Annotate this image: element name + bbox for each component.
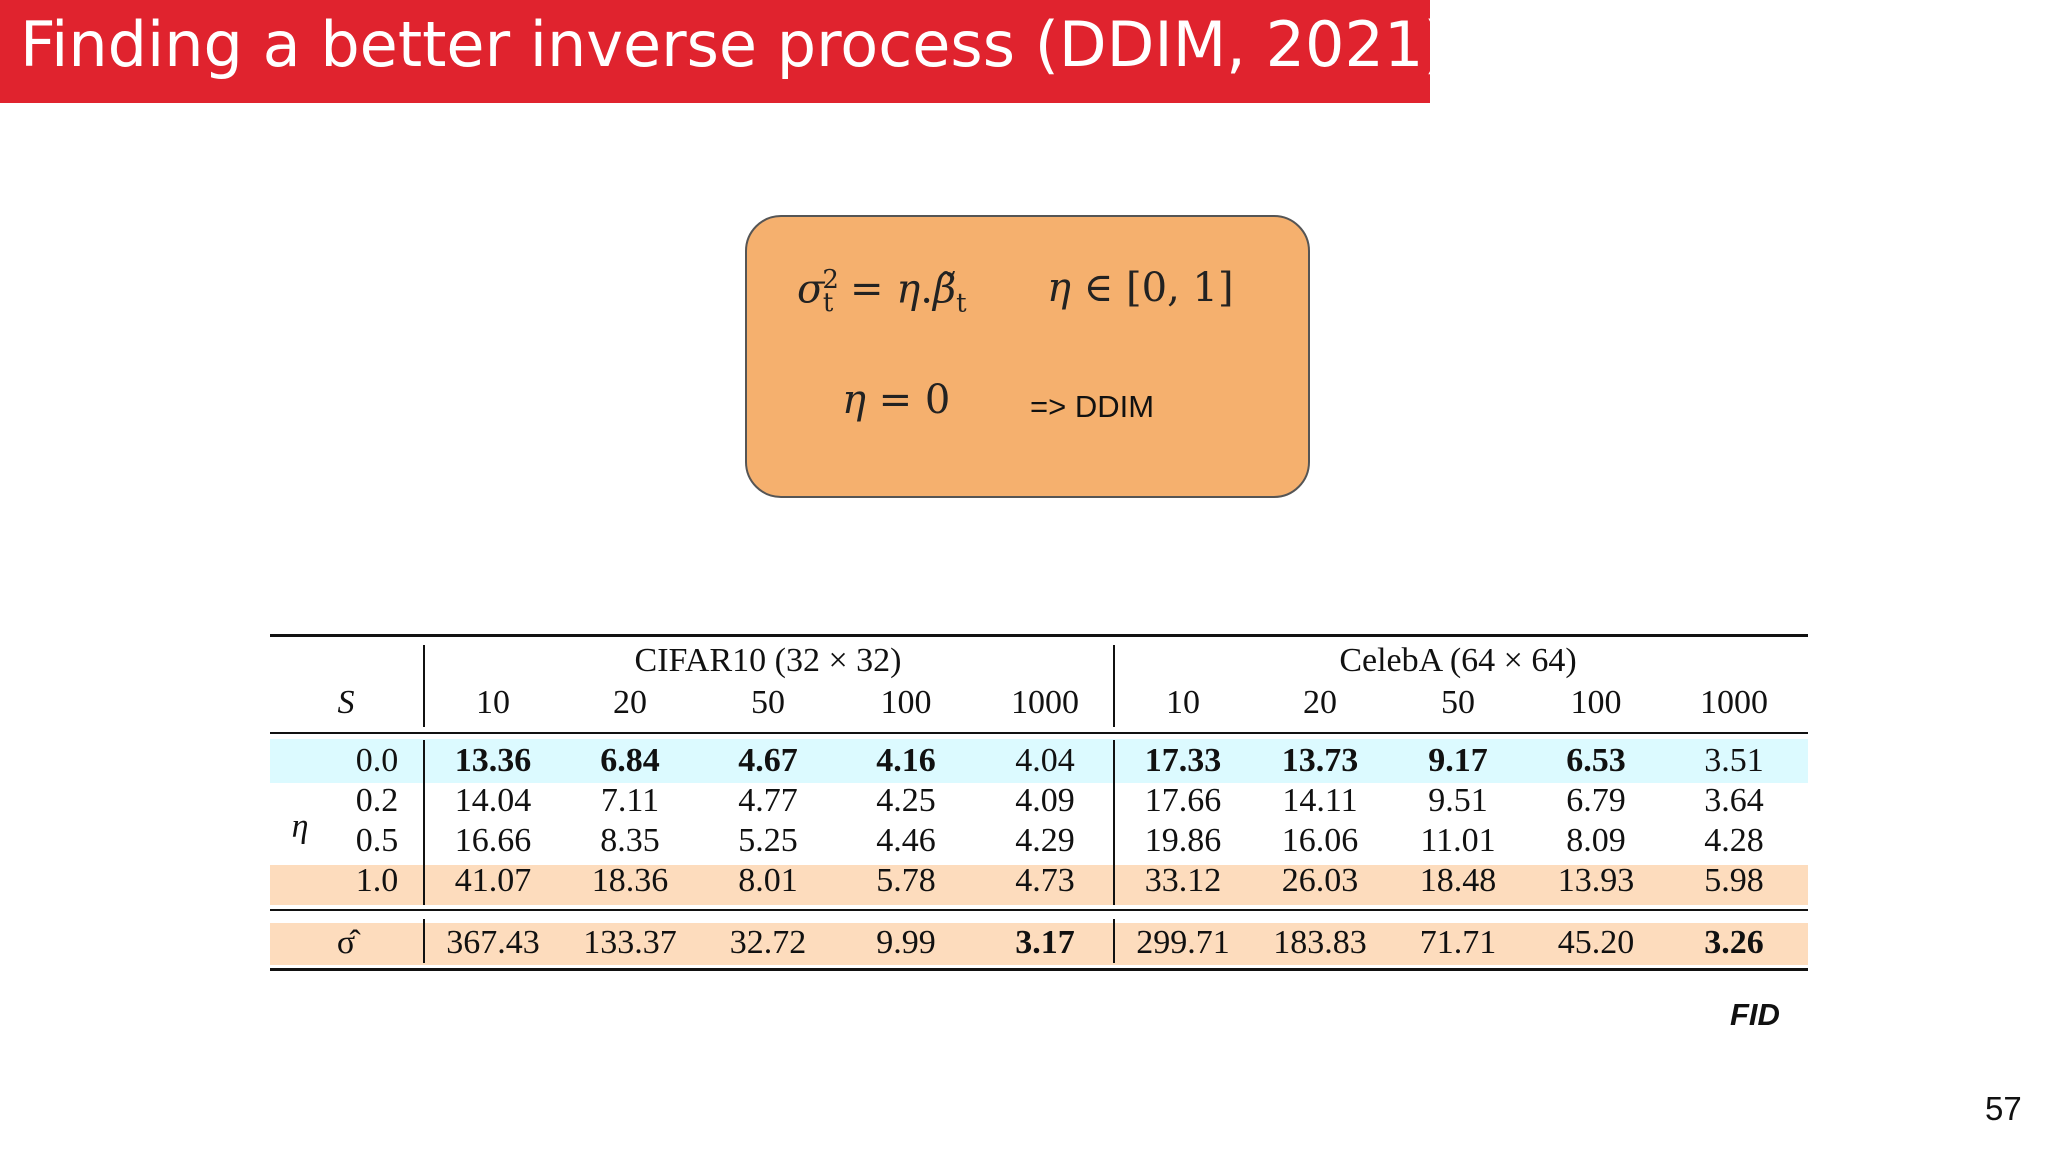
fid-cell: 4.73 [1015, 862, 1075, 899]
fid-cell: 4.16 [876, 742, 936, 779]
fid-cell: 16.66 [454, 822, 532, 859]
fid-cell: 4.67 [738, 742, 798, 779]
equation-box: σ2t = η.β̃t η ∈ [0, 1] η = 0 => DDIM [745, 215, 1310, 498]
eta-zero-equation: η = 0 [842, 377, 951, 423]
group-header-celeba: CelebA (64 × 64) [1339, 642, 1577, 679]
fid-cell: 14.04 [454, 782, 532, 819]
header-divider-left [423, 645, 425, 727]
column-header: 20 [613, 684, 647, 721]
fid-cell: 13.73 [1281, 742, 1359, 779]
fid-cell: 45.20 [1557, 924, 1635, 961]
column-header: 50 [751, 684, 785, 721]
header-divider-mid [1113, 645, 1115, 727]
column-header: 50 [1441, 684, 1475, 721]
fid-cell: 8.09 [1566, 822, 1626, 859]
fid-cell: 8.01 [738, 862, 798, 899]
fid-cell: 5.25 [738, 822, 798, 859]
fid-cell: 4.09 [1015, 782, 1075, 819]
fid-cell: 3.26 [1704, 924, 1764, 961]
fid-cell: 14.11 [1282, 782, 1358, 819]
slide-title: Finding a better inverse process (DDIM, … [20, 8, 1448, 81]
fid-cell: 4.46 [876, 822, 936, 859]
fid-cell: 16.06 [1281, 822, 1359, 859]
ddim-label: => DDIM [1030, 389, 1155, 424]
fid-cell: 11.01 [1420, 822, 1496, 859]
column-header: 1000 [1700, 684, 1768, 721]
fid-cell: 367.43 [446, 924, 540, 961]
table-bottom-rule [270, 968, 1808, 971]
title-bar: Finding a better inverse process (DDIM, … [0, 0, 1448, 103]
fid-cell: 13.93 [1557, 862, 1635, 899]
eta-row-label: η [291, 808, 309, 845]
fid-caption: FID [1730, 997, 1780, 1032]
fid-cell: 6.84 [600, 742, 660, 779]
fid-cell: 3.64 [1704, 782, 1764, 819]
fid-cell: 71.71 [1419, 924, 1497, 961]
sigma-rule-top [270, 909, 1808, 911]
table-top-rule [270, 634, 1808, 637]
fid-cell: 41.07 [454, 862, 532, 899]
column-header: 20 [1303, 684, 1337, 721]
sigma-divider-left [423, 919, 425, 963]
highlight-row-eta-1 [270, 865, 1808, 905]
highlight-row-eta-0 [270, 739, 1808, 783]
sigma-equation: σ2t = η.β̃t [797, 265, 967, 319]
fid-cell: 4.77 [738, 782, 798, 819]
sigma-divider-mid [1113, 919, 1115, 963]
s-header-label: S [337, 684, 355, 721]
group-header-cifar10: CIFAR10 (32 × 32) [634, 642, 902, 679]
fid-cell: 9.17 [1428, 742, 1488, 779]
highlight-row-sigma [270, 923, 1808, 965]
column-header: 100 [1570, 684, 1622, 721]
fid-cell: 4.28 [1704, 822, 1764, 859]
fid-cell: 26.03 [1281, 862, 1359, 899]
fid-cell: 17.66 [1144, 782, 1222, 819]
eta-value-cell: 0.5 [355, 822, 399, 859]
body-divider-mid [1113, 740, 1115, 905]
fid-cell: 299.71 [1136, 924, 1230, 961]
fid-cell: 3.17 [1015, 924, 1075, 961]
column-header: 10 [476, 684, 510, 721]
fid-cell: 7.11 [600, 782, 660, 819]
fid-cell: 4.29 [1015, 822, 1075, 859]
fid-cell: 9.51 [1428, 782, 1488, 819]
fid-cell: 3.51 [1704, 742, 1764, 779]
fid-cell: 8.35 [600, 822, 660, 859]
eta-value-cell: 0.0 [355, 742, 399, 779]
fid-cell: 18.48 [1419, 862, 1497, 899]
fid-cell: 4.04 [1015, 742, 1075, 779]
fid-cell: 19.86 [1144, 822, 1222, 859]
sigma-hat-label: σ̂ [336, 924, 356, 961]
eta-value-cell: 1.0 [355, 862, 399, 899]
fid-cell: 32.72 [729, 924, 807, 961]
fid-cell: 5.78 [876, 862, 936, 899]
fid-cell: 6.53 [1566, 742, 1626, 779]
fid-cell: 9.99 [876, 924, 936, 961]
column-header: 100 [880, 684, 932, 721]
eta-range-equation: η ∈ [0, 1] [1047, 265, 1234, 311]
fid-cell: 18.36 [591, 862, 669, 899]
fid-cell: 5.98 [1704, 862, 1764, 899]
column-header: 10 [1166, 684, 1200, 721]
fid-cell: 133.37 [583, 924, 677, 961]
column-header: 1000 [1011, 684, 1079, 721]
fid-cell: 17.33 [1144, 742, 1222, 779]
fid-cell: 183.83 [1273, 924, 1367, 961]
fid-cell: 13.36 [454, 742, 532, 779]
fid-cell: 6.79 [1566, 782, 1626, 819]
page-number: 57 [1985, 1090, 2022, 1127]
eta-value-cell: 0.2 [355, 782, 399, 819]
fid-cell: 33.12 [1144, 862, 1222, 899]
fid-cell: 4.25 [876, 782, 936, 819]
header-rule [270, 732, 1808, 734]
body-divider-left [423, 740, 425, 905]
